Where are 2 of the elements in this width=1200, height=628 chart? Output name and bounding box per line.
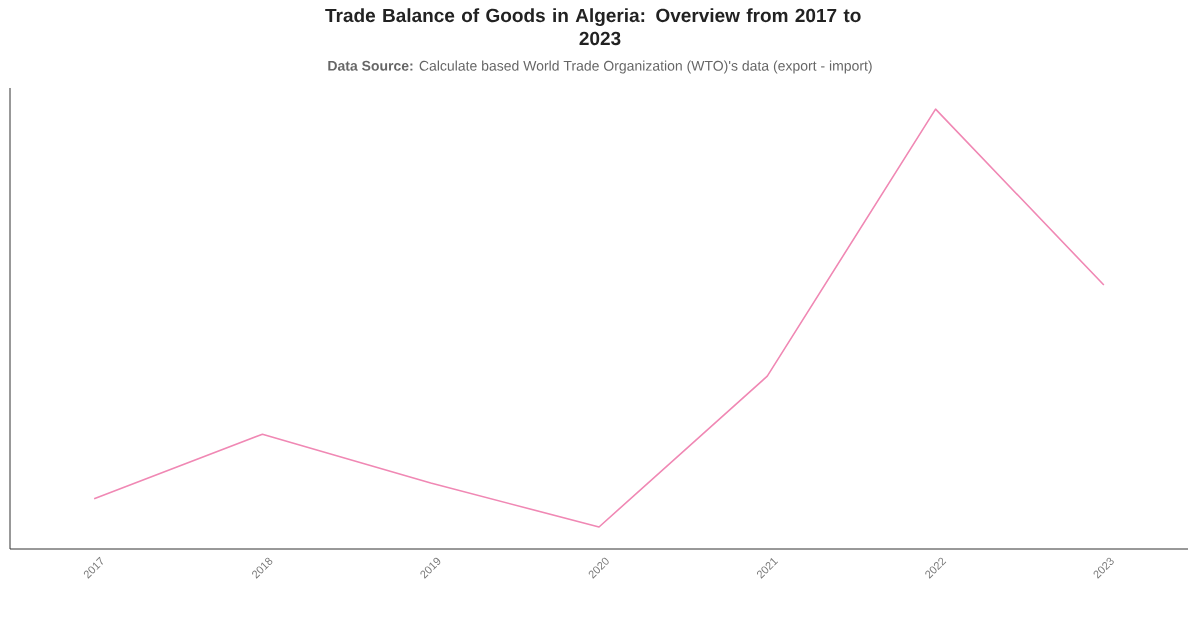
chart-subtitle: Data Source: Calculate based World Trade Organization (WTO)'s data (export - import) [328, 60, 872, 74]
chart-title: Trade Balance of Goods in Algeria: Overview from 2017 to 2023 [325, 8, 861, 46]
